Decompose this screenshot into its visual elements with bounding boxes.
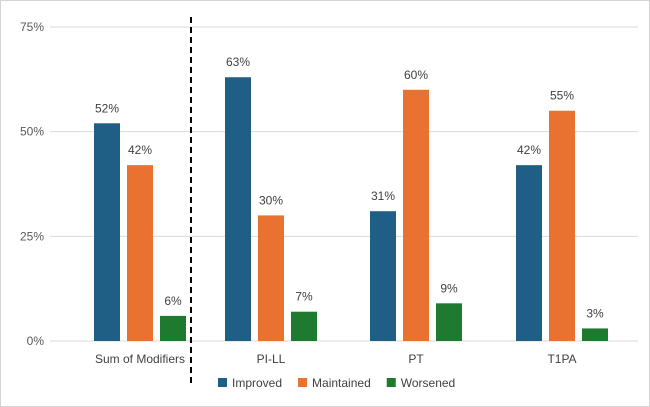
- y-tick-label: 75%: [20, 20, 44, 34]
- bar-worsened: [582, 328, 608, 341]
- data-label: 42%: [128, 143, 152, 157]
- y-tick-label: 25%: [20, 229, 44, 243]
- data-label: 55%: [550, 89, 574, 103]
- data-label: 3%: [586, 306, 604, 320]
- bar-improved: [516, 165, 542, 341]
- bar-maintained: [127, 165, 153, 341]
- data-label: 9%: [440, 281, 458, 295]
- category-label: Sum of Modifiers: [95, 352, 185, 366]
- bar-improved: [225, 77, 251, 342]
- category-label: T1PA: [547, 352, 576, 366]
- legend-swatch: [218, 378, 227, 387]
- data-label: 6%: [164, 294, 182, 308]
- data-label: 52%: [95, 101, 119, 115]
- legend-swatch: [386, 378, 396, 387]
- legend-label: Worsened: [401, 376, 455, 390]
- bar-improved: [94, 123, 120, 341]
- legend-swatch: [298, 378, 308, 387]
- data-label: 7%: [295, 290, 313, 304]
- y-tick-label: 0%: [27, 334, 45, 348]
- data-label: 31%: [371, 189, 395, 203]
- bar-improved: [370, 211, 396, 341]
- data-label: 42%: [517, 143, 541, 157]
- category-label: PT: [408, 352, 424, 366]
- data-label: 63%: [226, 55, 250, 69]
- bar-worsened: [291, 311, 317, 341]
- legend-label: Maintained: [312, 376, 371, 390]
- data-label: 30%: [259, 193, 283, 207]
- bar-maintained: [258, 215, 284, 341]
- bar-maintained: [549, 110, 575, 341]
- category-label: PI-LL: [257, 352, 286, 366]
- legend-label: Improved: [232, 376, 282, 390]
- data-label: 60%: [404, 68, 428, 82]
- y-tick-label: 50%: [20, 125, 44, 139]
- bar-maintained: [403, 89, 429, 341]
- bar-worsened: [160, 315, 186, 341]
- bar-worsened: [436, 303, 462, 341]
